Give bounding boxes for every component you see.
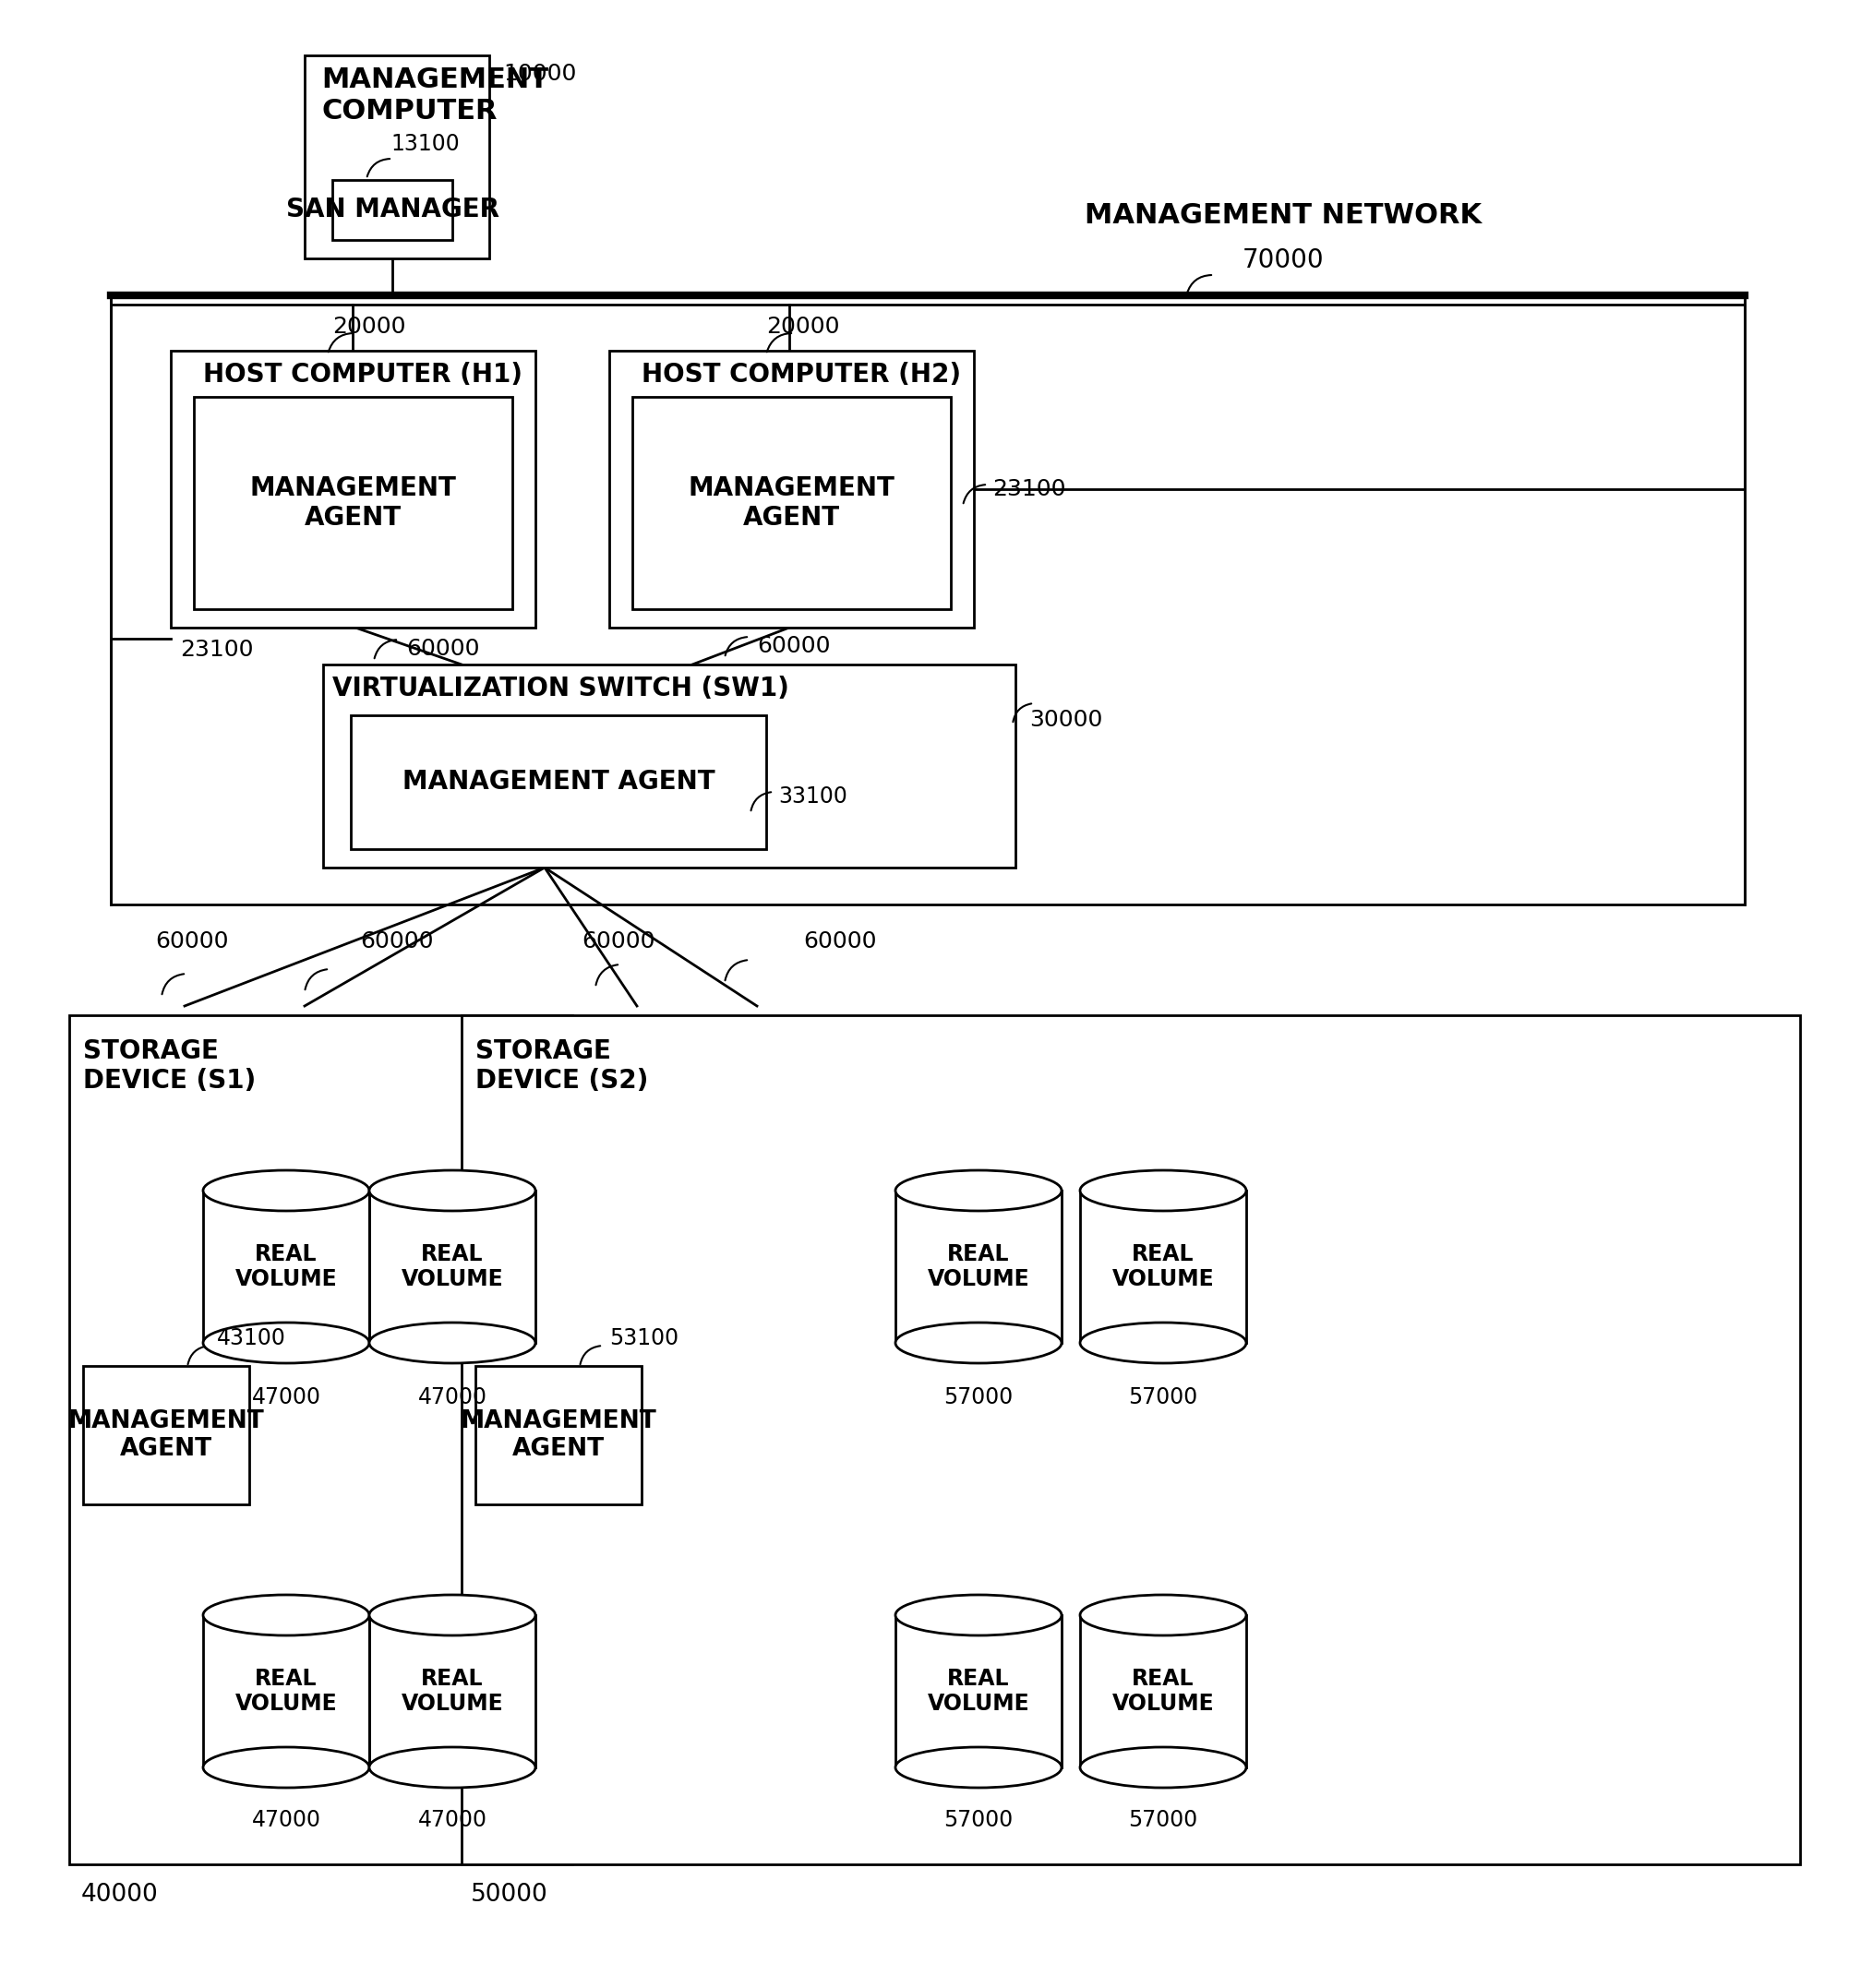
Ellipse shape [368, 1747, 536, 1787]
Bar [368, 1191, 536, 1342]
Text: REAL
VOLUME: REAL VOLUME [927, 1242, 1029, 1290]
Ellipse shape [895, 1594, 1061, 1636]
Text: HOST COMPUTER (H1): HOST COMPUTER (H1) [203, 362, 523, 388]
Ellipse shape [1079, 1594, 1247, 1636]
Bar [350, 716, 767, 849]
Text: STORAGE
DEVICE (S1): STORAGE DEVICE (S1) [84, 1038, 257, 1093]
Text: REAL
VOLUME: REAL VOLUME [402, 1668, 504, 1716]
Text: REAL
VOLUME: REAL VOLUME [234, 1668, 337, 1716]
Bar [324, 664, 1016, 867]
Text: 10000: 10000 [502, 64, 577, 85]
Ellipse shape [203, 1747, 368, 1787]
Bar [895, 1614, 1061, 1767]
Text: 60000: 60000 [757, 634, 830, 658]
Text: MANAGEMENT
AGENT: MANAGEMENT AGENT [689, 475, 895, 531]
Bar [1079, 1614, 1247, 1767]
Text: 47000: 47000 [251, 1386, 320, 1408]
Text: 60000: 60000 [359, 930, 434, 952]
Text: 60000: 60000 [406, 638, 480, 660]
Text: 20000: 20000 [333, 316, 406, 338]
Text: 47000: 47000 [251, 1809, 320, 1831]
Bar [69, 1016, 573, 1865]
Bar [462, 1016, 1800, 1865]
Bar [203, 1614, 368, 1767]
Bar [1079, 1191, 1247, 1342]
Bar [895, 1191, 1061, 1342]
Bar [333, 181, 452, 241]
Bar [368, 1614, 536, 1767]
Ellipse shape [203, 1594, 368, 1636]
Text: 13100: 13100 [391, 133, 460, 155]
Ellipse shape [895, 1322, 1061, 1364]
Ellipse shape [203, 1171, 368, 1211]
Ellipse shape [368, 1322, 536, 1364]
Bar [475, 1366, 642, 1505]
Bar [194, 398, 512, 608]
Text: 53100: 53100 [609, 1328, 679, 1350]
Text: 47000: 47000 [417, 1809, 488, 1831]
Text: MANAGEMENT
AGENT: MANAGEMENT AGENT [460, 1409, 657, 1461]
Ellipse shape [368, 1594, 536, 1636]
Text: 47000: 47000 [417, 1386, 488, 1408]
Text: MANAGEMENT AGENT: MANAGEMENT AGENT [402, 769, 715, 795]
Text: 60000: 60000 [804, 930, 877, 952]
Text: 33100: 33100 [778, 785, 847, 807]
Text: MANAGEMENT
COMPUTER: MANAGEMENT COMPUTER [322, 66, 549, 123]
Bar [84, 1366, 249, 1505]
Text: 57000: 57000 [944, 1809, 1012, 1831]
Ellipse shape [368, 1171, 536, 1211]
Text: MANAGEMENT
AGENT: MANAGEMENT AGENT [249, 475, 456, 531]
Text: SAN MANAGER: SAN MANAGER [287, 197, 499, 223]
Ellipse shape [1079, 1322, 1247, 1364]
Text: 57000: 57000 [944, 1386, 1012, 1408]
Text: REAL
VOLUME: REAL VOLUME [402, 1242, 504, 1290]
Text: 40000: 40000 [82, 1883, 158, 1906]
Text: 23100: 23100 [181, 638, 253, 660]
Bar [609, 350, 973, 628]
Ellipse shape [203, 1322, 368, 1364]
Text: 57000: 57000 [1128, 1809, 1198, 1831]
Text: 60000: 60000 [154, 930, 229, 952]
Text: 30000: 30000 [1029, 710, 1102, 732]
Ellipse shape [1079, 1171, 1247, 1211]
Text: STORAGE
DEVICE (S2): STORAGE DEVICE (S2) [475, 1038, 648, 1093]
Text: 43100: 43100 [218, 1328, 287, 1350]
Text: REAL
VOLUME: REAL VOLUME [234, 1242, 337, 1290]
Text: VIRTUALIZATION SWITCH (SW1): VIRTUALIZATION SWITCH (SW1) [333, 676, 789, 702]
Text: HOST COMPUTER (H2): HOST COMPUTER (H2) [642, 362, 960, 388]
Text: MANAGEMENT NETWORK: MANAGEMENT NETWORK [1085, 203, 1481, 229]
Text: 70000: 70000 [1243, 247, 1323, 272]
Ellipse shape [895, 1747, 1061, 1787]
Text: MANAGEMENT
AGENT: MANAGEMENT AGENT [69, 1409, 264, 1461]
Bar [305, 56, 489, 258]
Text: 23100: 23100 [992, 477, 1066, 501]
Text: 20000: 20000 [767, 316, 839, 338]
Text: 57000: 57000 [1128, 1386, 1198, 1408]
Bar [633, 398, 951, 608]
Ellipse shape [1079, 1747, 1247, 1787]
Ellipse shape [895, 1171, 1061, 1211]
Bar [203, 1191, 368, 1342]
Text: 50000: 50000 [471, 1883, 549, 1906]
Text: 60000: 60000 [581, 930, 655, 952]
Text: REAL
VOLUME: REAL VOLUME [1113, 1668, 1213, 1716]
Text: REAL
VOLUME: REAL VOLUME [1113, 1242, 1213, 1290]
Bar [171, 350, 536, 628]
Text: REAL
VOLUME: REAL VOLUME [927, 1668, 1029, 1716]
